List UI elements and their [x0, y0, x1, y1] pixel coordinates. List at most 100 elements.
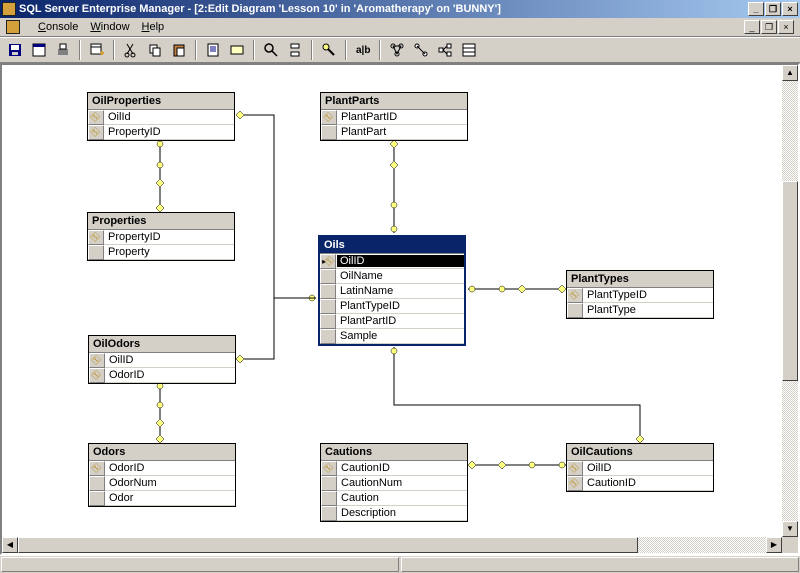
script-button[interactable] [202, 39, 224, 61]
mdi-close-button[interactable]: × [778, 20, 794, 34]
key-icon[interactable]: ⚿ [320, 254, 336, 269]
scroll-h-track[interactable] [18, 537, 766, 553]
key-button[interactable] [318, 39, 340, 61]
row-selector[interactable] [321, 125, 337, 140]
row-selector[interactable] [320, 329, 336, 344]
key-icon[interactable]: ⚿ [89, 461, 105, 476]
table-row[interactable]: ⚿OilID [320, 254, 464, 269]
print-button[interactable] [52, 39, 74, 61]
table-oilodors[interactable]: OilOdors⚿OilID⚿OdorID [88, 335, 236, 384]
save-button[interactable] [4, 39, 26, 61]
relations-labels-button[interactable] [410, 39, 432, 61]
table-row[interactable]: Caution [321, 491, 467, 506]
new-table-button[interactable] [86, 39, 108, 61]
table-row[interactable]: CautionNum [321, 476, 467, 491]
table-row[interactable]: ⚿OilID [89, 353, 235, 368]
mdi-restore-button[interactable]: ❐ [761, 20, 777, 34]
table-row[interactable]: OdorNum [89, 476, 235, 491]
table-odors[interactable]: Odors⚿OdorIDOdorNumOdor [88, 443, 236, 507]
table-row[interactable]: ⚿OdorID [89, 461, 235, 476]
cut-button[interactable] [120, 39, 142, 61]
page-breaks-button[interactable] [284, 39, 306, 61]
key-icon[interactable]: ⚿ [321, 110, 337, 125]
scroll-down-button[interactable]: ▼ [782, 521, 798, 537]
mdi-minimize-button[interactable]: _ [744, 20, 760, 34]
mdi-sysmenu-icon[interactable] [6, 20, 20, 34]
table-header[interactable]: Properties [88, 213, 234, 230]
paste-button[interactable] [168, 39, 190, 61]
table-view-button[interactable]: a|b [352, 39, 374, 61]
menu-window[interactable]: Window [90, 21, 129, 33]
table-oils[interactable]: Oils⚿OilIDOilNameLatinNamePlantTypeIDPla… [318, 235, 466, 346]
table-row[interactable]: Description [321, 506, 467, 521]
table-cautions[interactable]: Cautions⚿CautionIDCautionNumCautionDescr… [320, 443, 468, 522]
table-row[interactable]: ⚿PlantPartID [321, 110, 467, 125]
show-relations-button[interactable] [386, 39, 408, 61]
table-row[interactable]: ⚿PropertyID [88, 125, 234, 140]
table-header[interactable]: Odors [89, 444, 235, 461]
scroll-right-button[interactable]: ▶ [766, 537, 782, 553]
row-selector[interactable] [320, 269, 336, 284]
table-oilcautions[interactable]: OilCautions⚿OilID⚿CautionID [566, 443, 714, 492]
row-selector[interactable] [321, 491, 337, 506]
row-selector[interactable] [321, 506, 337, 521]
scroll-v-thumb[interactable] [782, 181, 798, 381]
vertical-scrollbar[interactable]: ▲ ▼ [782, 65, 798, 537]
row-selector[interactable] [89, 491, 105, 506]
annotation-button[interactable] [226, 39, 248, 61]
row-selector[interactable] [320, 284, 336, 299]
key-icon[interactable]: ⚿ [321, 461, 337, 476]
minimize-button[interactable]: _ [748, 2, 764, 16]
key-icon[interactable]: ⚿ [88, 125, 104, 140]
key-icon[interactable]: ⚿ [567, 461, 583, 476]
row-selector[interactable] [89, 476, 105, 491]
row-selector[interactable] [567, 303, 583, 318]
autosize-button[interactable] [458, 39, 480, 61]
table-header[interactable]: Oils [320, 237, 464, 254]
table-row[interactable]: Odor [89, 491, 235, 506]
horizontal-scrollbar[interactable]: ◀ ▶ [2, 537, 782, 553]
table-row[interactable]: ⚿OilID [567, 461, 713, 476]
table-plantparts[interactable]: PlantParts⚿PlantPartIDPlantPart [320, 92, 468, 141]
menu-console[interactable]: Console [38, 21, 78, 33]
zoom-button[interactable] [260, 39, 282, 61]
table-row[interactable]: PlantPartID [320, 314, 464, 329]
scroll-up-button[interactable]: ▲ [782, 65, 798, 81]
scroll-left-button[interactable]: ◀ [2, 537, 18, 553]
table-planttypes[interactable]: PlantTypes⚿PlantTypeIDPlantType [566, 270, 714, 319]
table-row[interactable]: ⚿PropertyID [88, 230, 234, 245]
row-selector[interactable] [321, 476, 337, 491]
table-row[interactable]: OilName [320, 269, 464, 284]
table-row[interactable]: Property [88, 245, 234, 260]
diagram-canvas[interactable]: OilProperties⚿OilId⚿PropertyIDProperties… [2, 65, 782, 537]
maximize-button[interactable]: ❐ [765, 2, 781, 16]
scroll-v-track[interactable] [782, 81, 798, 521]
row-selector[interactable] [320, 299, 336, 314]
table-row[interactable]: ⚿CautionID [321, 461, 467, 476]
row-selector[interactable] [320, 314, 336, 329]
key-icon[interactable]: ⚿ [567, 476, 583, 491]
properties-button[interactable] [28, 39, 50, 61]
key-icon[interactable]: ⚿ [88, 110, 104, 125]
table-header[interactable]: OilOdors [89, 336, 235, 353]
table-oilproperties[interactable]: OilProperties⚿OilId⚿PropertyID [87, 92, 235, 141]
copy-button[interactable] [144, 39, 166, 61]
table-header[interactable]: Cautions [321, 444, 467, 461]
key-icon[interactable]: ⚿ [89, 353, 105, 368]
table-header[interactable]: OilCautions [567, 444, 713, 461]
table-header[interactable]: PlantTypes [567, 271, 713, 288]
scroll-h-thumb[interactable] [18, 537, 638, 553]
table-properties[interactable]: Properties⚿PropertyIDProperty [87, 212, 235, 261]
close-button[interactable]: × [782, 2, 798, 16]
table-row[interactable]: ⚿OilId [88, 110, 234, 125]
table-row[interactable]: Sample [320, 329, 464, 344]
key-icon[interactable]: ⚿ [89, 368, 105, 383]
table-row[interactable]: PlantPart [321, 125, 467, 140]
table-row[interactable]: ⚿OdorID [89, 368, 235, 383]
key-icon[interactable]: ⚿ [567, 288, 583, 303]
table-row[interactable]: PlantType [567, 303, 713, 318]
table-row[interactable]: LatinName [320, 284, 464, 299]
row-selector[interactable] [88, 245, 104, 260]
menu-help[interactable]: Help [142, 21, 165, 33]
table-header[interactable]: OilProperties [88, 93, 234, 110]
